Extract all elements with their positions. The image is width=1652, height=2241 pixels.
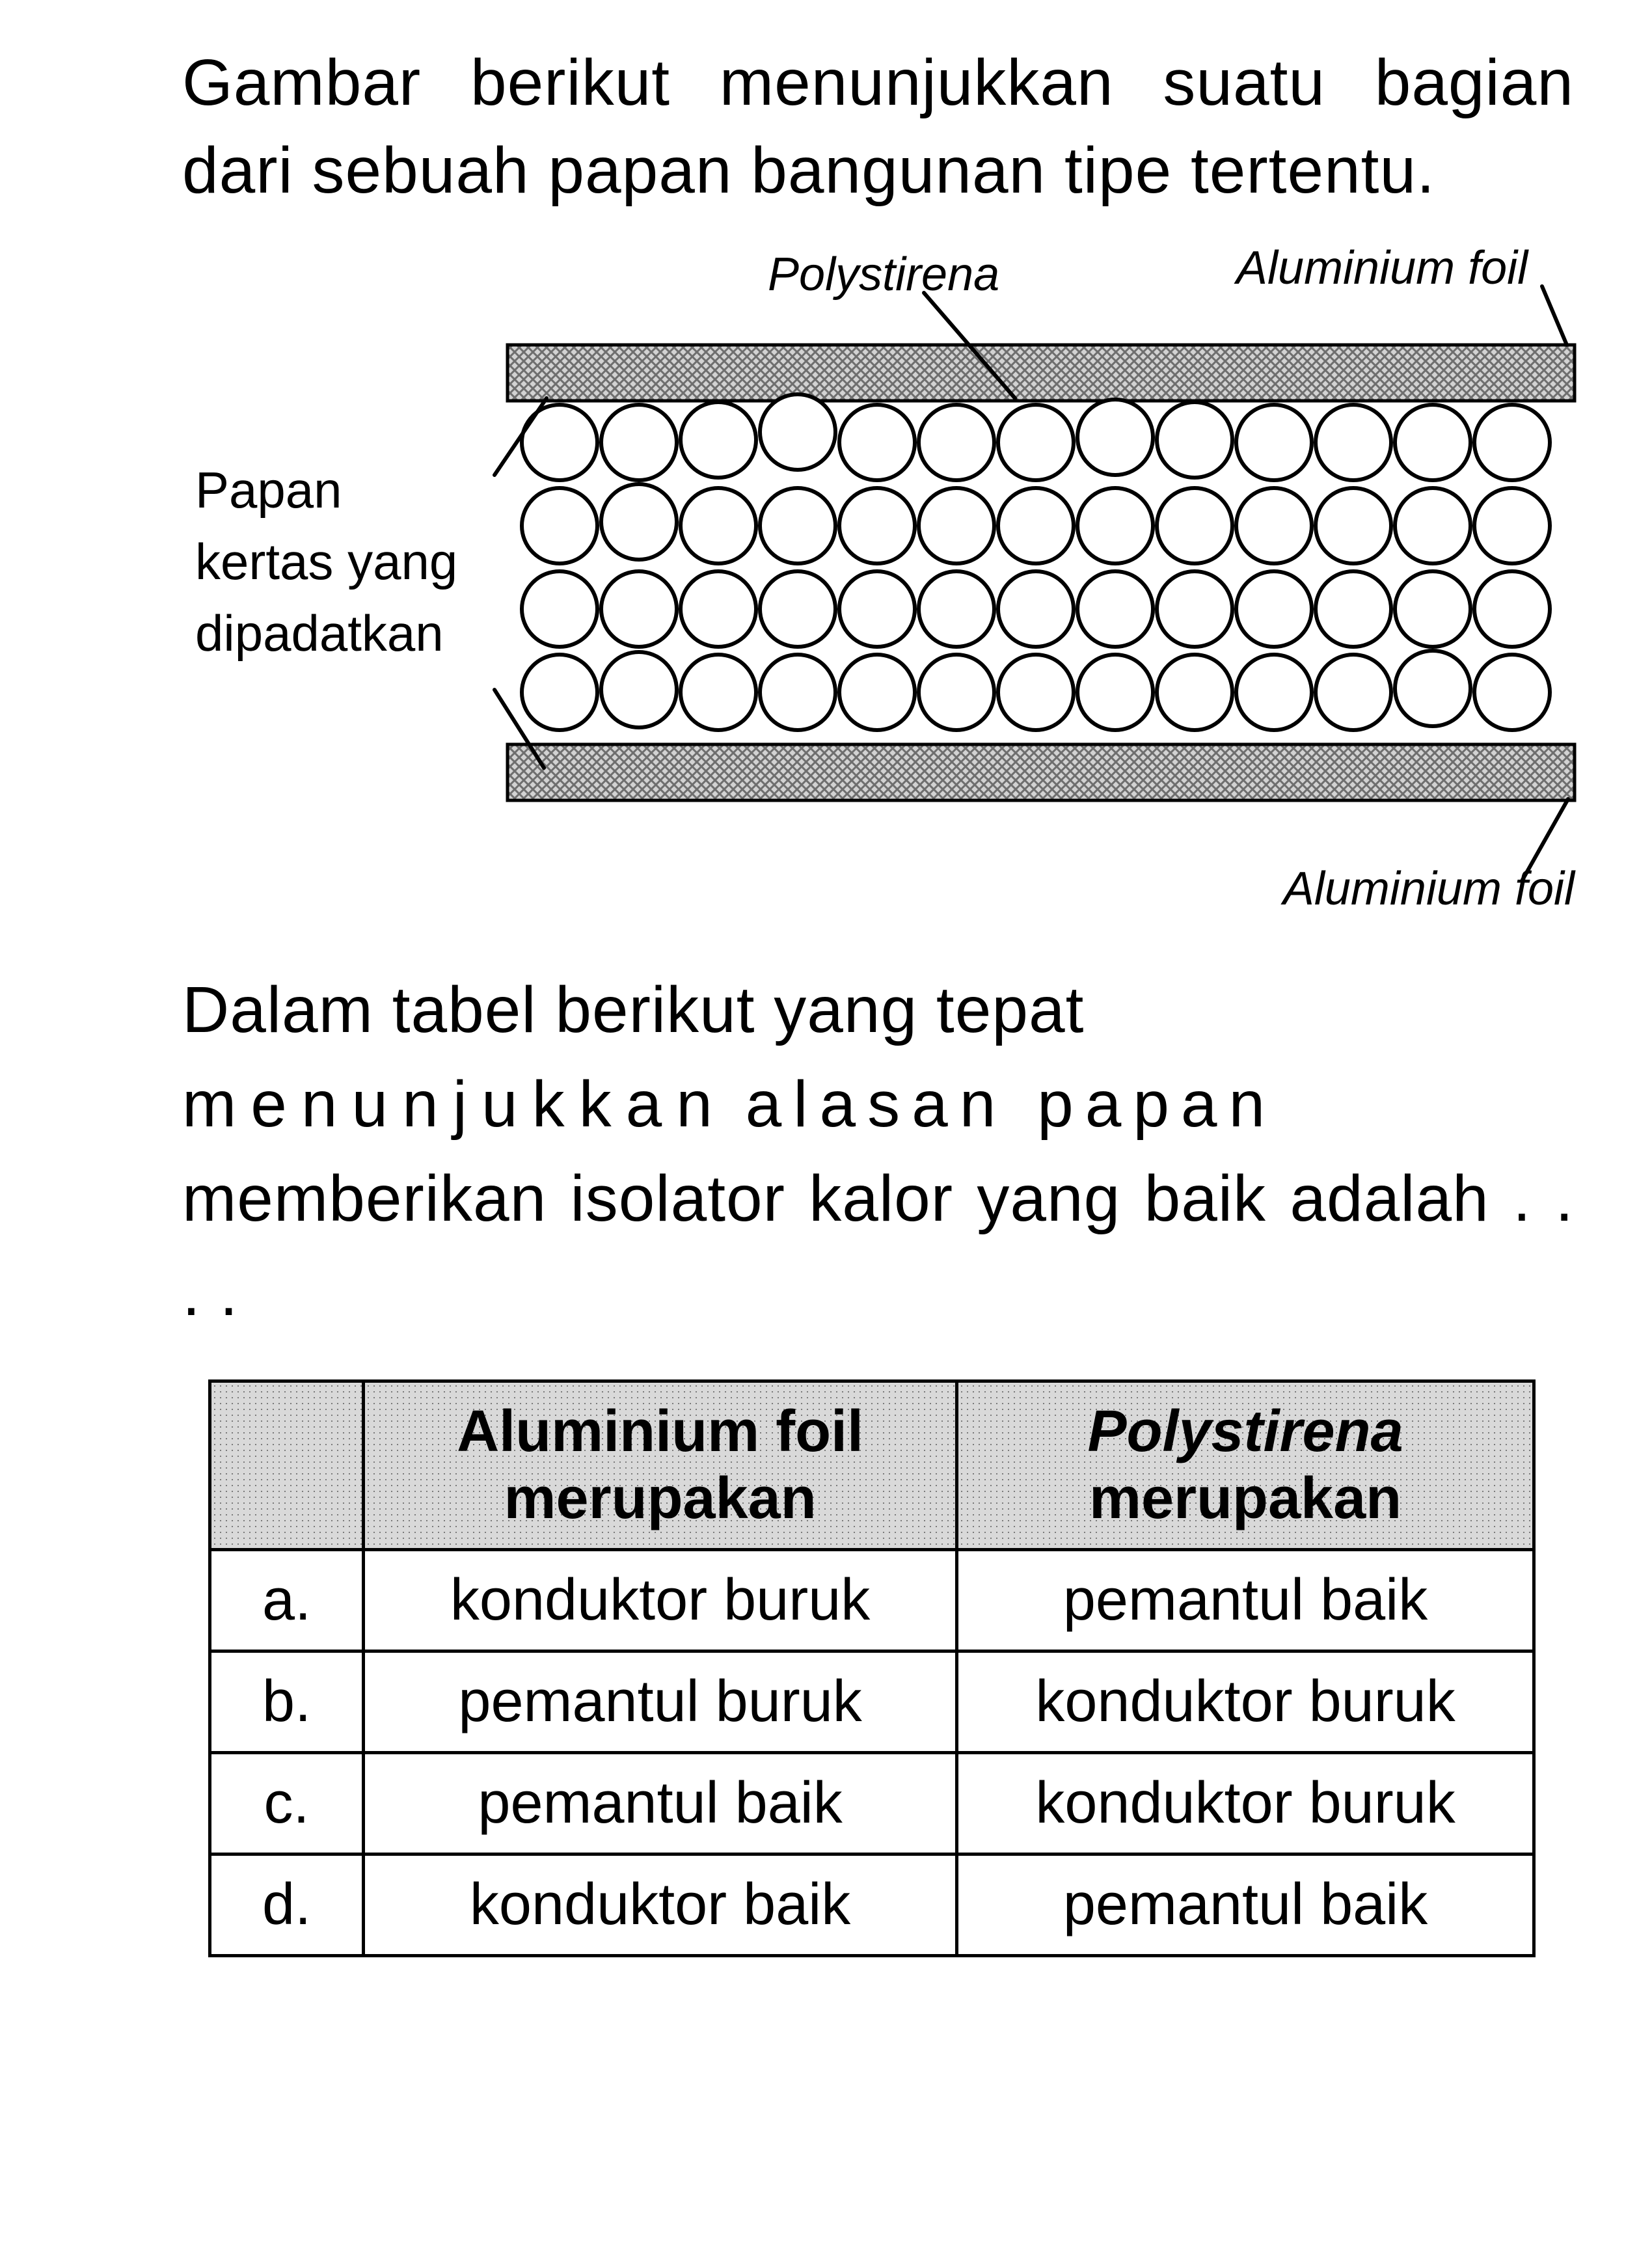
option-polystirena-cell: konduktor buruk	[957, 1753, 1534, 1854]
option-polystirena-cell: pemantul baik	[957, 1550, 1534, 1651]
table-row: d.konduktor baikpemantul baik	[210, 1854, 1534, 1956]
option-polystirena-cell: pemantul baik	[957, 1854, 1534, 1956]
table-row: b.pemantul burukkonduktor buruk	[210, 1651, 1534, 1753]
page-root: Gambar berikut menunjukkan suatu bagian …	[0, 0, 1652, 2241]
question-part-4: memberikan isolator kalor yang baik adal…	[182, 1162, 1574, 1329]
option-aluminium-cell: pemantul buruk	[364, 1651, 957, 1753]
polystyrene-beads	[522, 394, 1550, 730]
header-polystirena: Polystirena merupakan	[957, 1381, 1534, 1550]
option-aluminium-cell: konduktor baik	[364, 1854, 957, 1956]
header-blank	[210, 1381, 364, 1550]
option-aluminium-cell: pemantul baik	[364, 1753, 957, 1854]
header-aluminium-line2: merupakan	[504, 1466, 816, 1531]
aluminium-foil-bottom	[508, 744, 1575, 800]
label-papan-line2: kertas yang	[195, 533, 457, 590]
option-aluminium-cell: konduktor buruk	[364, 1550, 957, 1651]
question-part-3: alasan papan	[746, 1068, 1277, 1141]
header-aluminium: Aluminium foil merupakan	[364, 1381, 957, 1550]
question-paragraph: Dalam tabel berikut yang tepat menunjukk…	[182, 963, 1574, 1340]
label-aluminium-top: Aluminium foil	[1234, 247, 1529, 294]
label-papan-line3: dipadatkan	[195, 604, 444, 662]
label-papan-line1: Papan	[195, 461, 342, 519]
table-header-row: Aluminium foil merupakan Polystirena mer…	[210, 1381, 1534, 1550]
option-letter: a.	[210, 1550, 364, 1651]
label-aluminium-bottom: Aluminium foil	[1280, 863, 1576, 915]
header-aluminium-line1: Aluminium foil	[457, 1399, 863, 1464]
header-polystirena-line1: Polystirena	[1087, 1399, 1403, 1464]
header-polystirena-line2: merupakan	[1089, 1466, 1401, 1531]
table-row: c.pemantul baikkonduktor buruk	[210, 1753, 1534, 1854]
question-part-2: menunjukkan	[182, 1068, 727, 1141]
option-letter: c.	[210, 1753, 364, 1854]
diagram-container: Polystirena Aluminium foil Aluminium foil P…	[182, 247, 1574, 937]
aluminium-foil-top	[508, 345, 1575, 401]
material-cross-section-diagram: Polystirena Aluminium foil Aluminium foil P…	[182, 247, 1614, 937]
intro-paragraph: Gambar berikut menunjukkan suatu bagian …	[182, 39, 1574, 215]
label-polystirena: Polystirena	[768, 249, 999, 301]
table-row: a.konduktor burukpemantul baik	[210, 1550, 1534, 1651]
question-part-1: Dalam tabel berikut yang tepat	[182, 973, 1084, 1046]
option-letter: b.	[210, 1651, 364, 1753]
options-table: Aluminium foil merupakan Polystirena mer…	[208, 1379, 1536, 1957]
option-polystirena-cell: konduktor buruk	[957, 1651, 1534, 1753]
option-letter: d.	[210, 1854, 364, 1956]
